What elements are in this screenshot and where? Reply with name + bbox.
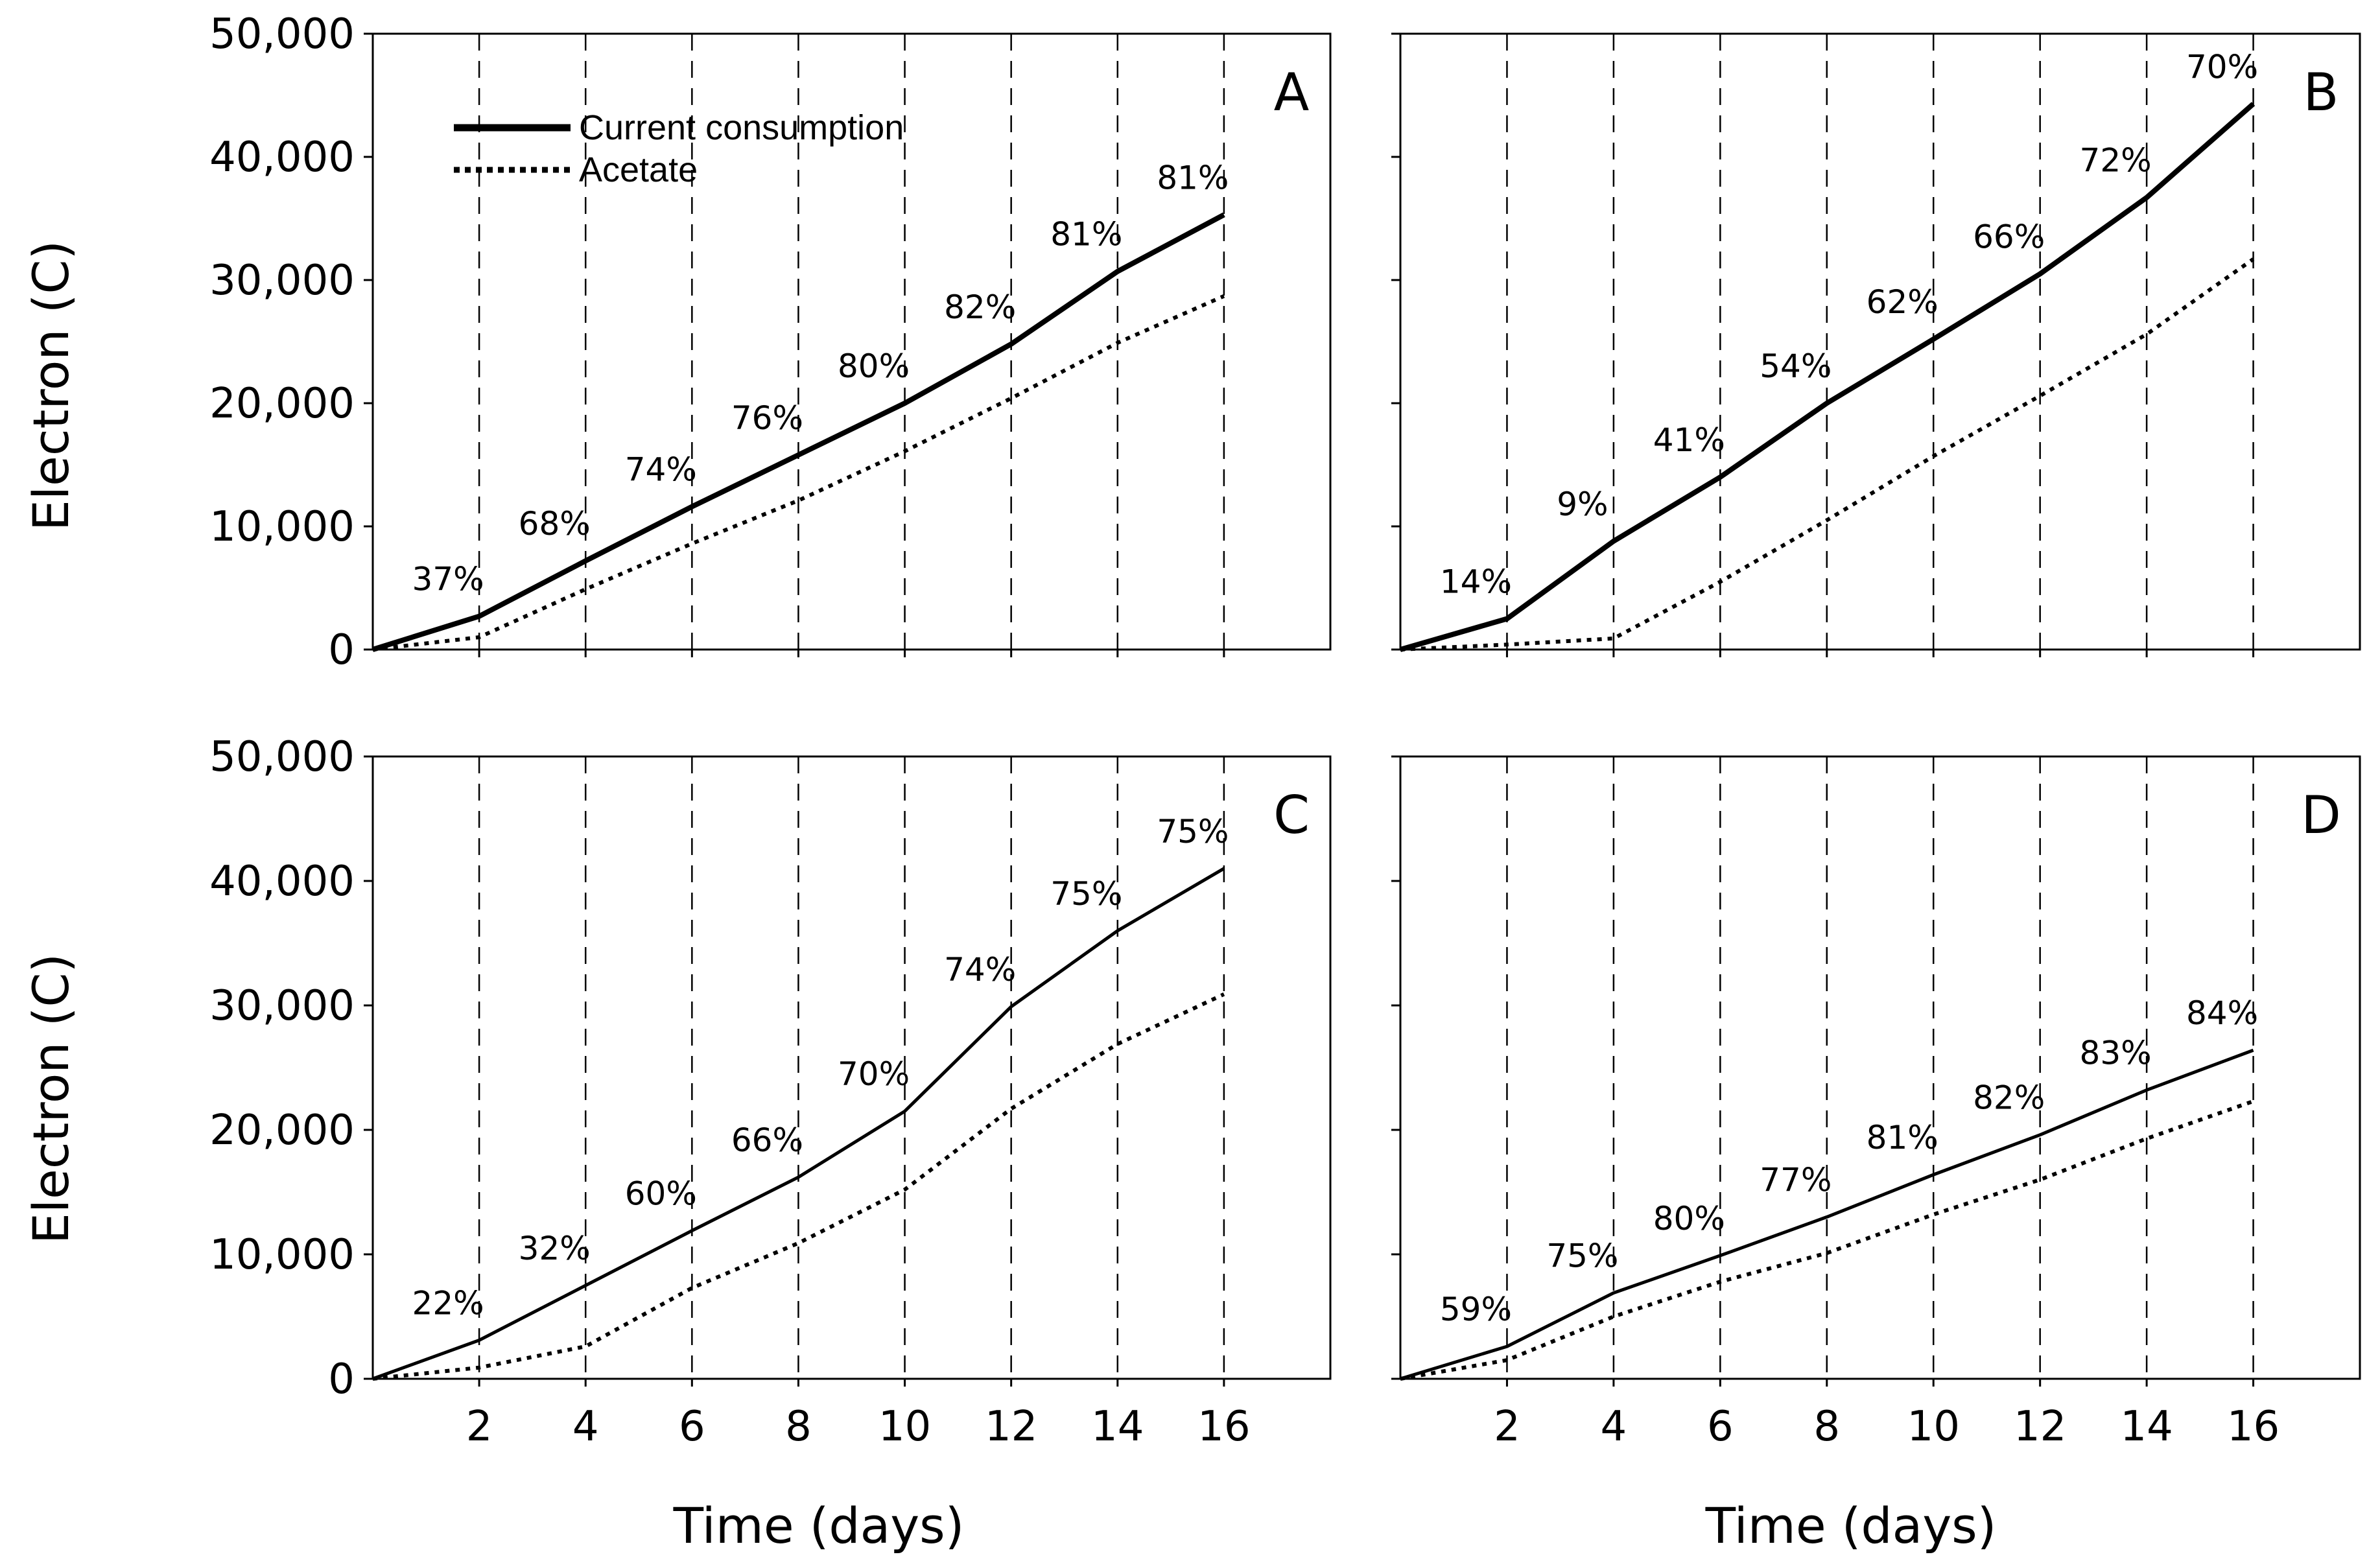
y-tick-label: 20,000 <box>209 380 355 428</box>
x-tick-label: 12 <box>985 1403 1037 1451</box>
percent-label: 83% <box>2080 1035 2152 1072</box>
y-tick-label: 0 <box>328 1355 355 1403</box>
x-tick-label: 14 <box>1091 1403 1144 1451</box>
x-tick-label: 4 <box>1601 1403 1627 1451</box>
x-axis-title-left: Time (days) <box>673 1497 965 1554</box>
percent-label: 66% <box>731 1121 803 1159</box>
panel-letter: D <box>2301 785 2341 845</box>
y-tick-label: 30,000 <box>209 982 355 1030</box>
y-tick-label: 0 <box>328 626 355 674</box>
percent-label: 84% <box>2186 994 2258 1032</box>
y-tick-label: 50,000 <box>209 10 355 58</box>
percent-label: 14% <box>1440 563 1512 601</box>
x-tick-label: 8 <box>785 1403 812 1451</box>
percent-label: 66% <box>1973 218 2045 256</box>
percent-label: 74% <box>625 451 697 489</box>
panel-letter: B <box>2303 62 2339 123</box>
x-tick-label: 6 <box>1707 1403 1734 1451</box>
x-tick-label: 10 <box>1907 1403 1960 1451</box>
current-consumption-series-line <box>372 867 1225 1381</box>
percent-label: 82% <box>944 288 1016 326</box>
x-tick-label: 10 <box>878 1403 931 1451</box>
plot-frame <box>371 32 1332 651</box>
x-tick-label: 2 <box>466 1403 493 1451</box>
acetate-series-line <box>372 294 1225 651</box>
current-consumption-series-line <box>1399 102 2256 652</box>
y-tick-label: 30,000 <box>209 257 355 305</box>
percent-label: 62% <box>1867 283 1938 321</box>
legend-current-consumption-label: Current consumption <box>579 108 904 147</box>
plot-frame <box>371 755 1332 1380</box>
panel-letter: A <box>1274 62 1310 123</box>
x-tick-label: 16 <box>1197 1403 1250 1451</box>
percent-label: 22% <box>412 1284 484 1322</box>
percent-label: 70% <box>2186 48 2258 86</box>
percent-label: 75% <box>1157 813 1229 850</box>
panels-container: 0 10,000 20,000 30,000 40,000 50,000 37% 68% 74%… <box>209 10 2361 1451</box>
percent-label: 54% <box>1760 347 1832 385</box>
y-tick-label: 10,000 <box>209 503 355 551</box>
x-tick-label: 8 <box>1813 1403 1840 1451</box>
panel-a: 0 10,000 20,000 30,000 40,000 50,000 37% 68% 74%… <box>209 10 1332 674</box>
percent-label: 74% <box>944 951 1016 989</box>
panel-b: 14% 9% 41% 54% 62% 66% 72% 70% B <box>1391 32 2361 657</box>
x-tick-label: 2 <box>1494 1403 1520 1451</box>
plot-frame <box>1399 755 2361 1380</box>
current-consumption-series-line <box>1400 1048 2254 1381</box>
percent-label: 37% <box>412 561 484 598</box>
percent-label: 81% <box>1867 1119 1938 1156</box>
y-axis-title-top: Electron (C) <box>22 240 80 531</box>
y-axis-title-bottom: Electron (C) <box>22 954 80 1244</box>
x-tick-label: 4 <box>572 1403 599 1451</box>
panel-d: 2 4 6 8 10 12 14 16 59% 75% 80% 77% 81% 82% 83% 84% D <box>1391 755 2361 1451</box>
percent-label: 81% <box>1050 216 1122 253</box>
percent-label: 70% <box>838 1055 910 1093</box>
y-tick-label: 20,000 <box>209 1107 355 1155</box>
legend-acetate-label: Acetate <box>579 150 698 189</box>
x-tick-label: 14 <box>2120 1403 2173 1451</box>
percent-label: 75% <box>1546 1237 1618 1275</box>
panel-letter: C <box>1273 785 1310 845</box>
acetate-series-line <box>1400 257 2255 651</box>
current-consumption-series-line <box>371 212 1225 652</box>
plot-frame <box>1399 32 2361 651</box>
percent-label: 41% <box>1653 421 1725 459</box>
y-tick-label: 40,000 <box>209 134 355 182</box>
percent-label: 9% <box>1557 486 1608 523</box>
legend: Current consumption Acetate <box>454 108 904 189</box>
y-tick-label: 40,000 <box>209 858 355 906</box>
percent-label: 72% <box>2080 142 2152 180</box>
x-axis-title-right: Time (days) <box>1705 1497 1997 1554</box>
percent-label: 60% <box>625 1175 697 1213</box>
y-tick-label: 50,000 <box>209 733 355 781</box>
percent-label: 80% <box>1653 1200 1725 1237</box>
x-tick-label: 16 <box>2227 1403 2280 1451</box>
panel-c: 0 10,000 20,000 30,000 40,000 50,000 2 4 6 8 10 12 1… <box>209 733 1332 1451</box>
percent-label: 82% <box>1973 1079 2045 1117</box>
acetate-series-line <box>1400 1099 2254 1381</box>
percent-label: 80% <box>838 347 910 385</box>
percent-label: 81% <box>1157 159 1229 196</box>
percent-label: 76% <box>731 399 803 437</box>
percent-label: 32% <box>519 1230 591 1267</box>
percent-label: 75% <box>1050 875 1122 913</box>
y-tick-label: 10,000 <box>209 1231 355 1279</box>
percent-label: 59% <box>1440 1291 1512 1328</box>
percent-label: 77% <box>1760 1161 1832 1199</box>
x-tick-label: 12 <box>2014 1403 2066 1451</box>
percent-label: 68% <box>519 505 591 543</box>
x-tick-label: 6 <box>679 1403 705 1451</box>
